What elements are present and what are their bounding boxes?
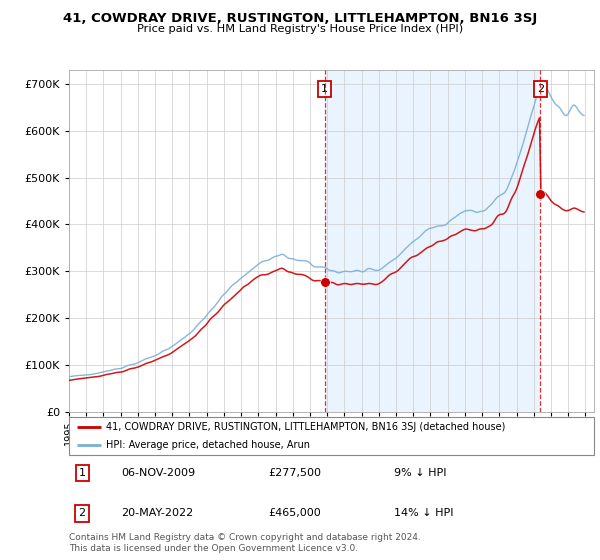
Text: HPI: Average price, detached house, Arun: HPI: Average price, detached house, Arun xyxy=(106,440,310,450)
FancyBboxPatch shape xyxy=(69,417,594,455)
Text: Contains HM Land Registry data © Crown copyright and database right 2024.
This d: Contains HM Land Registry data © Crown c… xyxy=(69,533,421,553)
Text: 2: 2 xyxy=(79,508,86,519)
Text: 41, COWDRAY DRIVE, RUSTINGTON, LITTLEHAMPTON, BN16 3SJ (detached house): 41, COWDRAY DRIVE, RUSTINGTON, LITTLEHAM… xyxy=(106,422,505,432)
Text: 1: 1 xyxy=(79,468,86,478)
Text: 41, COWDRAY DRIVE, RUSTINGTON, LITTLEHAMPTON, BN16 3SJ: 41, COWDRAY DRIVE, RUSTINGTON, LITTLEHAM… xyxy=(63,12,537,25)
Text: 20-MAY-2022: 20-MAY-2022 xyxy=(121,508,194,519)
Text: 1: 1 xyxy=(321,83,328,94)
Text: 06-NOV-2009: 06-NOV-2009 xyxy=(121,468,196,478)
Text: Price paid vs. HM Land Registry's House Price Index (HPI): Price paid vs. HM Land Registry's House … xyxy=(137,24,463,34)
Text: £465,000: £465,000 xyxy=(269,508,321,519)
Text: 2: 2 xyxy=(537,83,544,94)
Text: 9% ↓ HPI: 9% ↓ HPI xyxy=(395,468,447,478)
Bar xyxy=(325,70,540,412)
Text: 14% ↓ HPI: 14% ↓ HPI xyxy=(395,508,454,519)
Text: £277,500: £277,500 xyxy=(269,468,322,478)
